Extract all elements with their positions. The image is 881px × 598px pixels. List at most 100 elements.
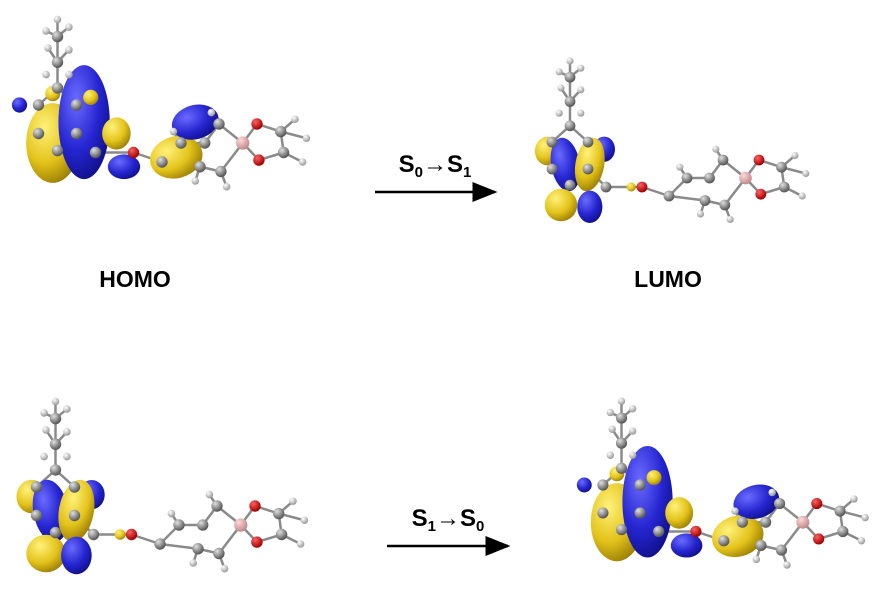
atom — [49, 438, 62, 450]
atom — [546, 136, 558, 148]
atom — [192, 543, 204, 555]
atom — [861, 513, 869, 522]
atom — [49, 412, 62, 425]
atom — [42, 27, 50, 35]
state-index: 0 — [415, 164, 423, 181]
orbital-lobe — [107, 154, 141, 180]
atom — [70, 127, 83, 140]
atom — [606, 408, 615, 417]
atom — [753, 154, 765, 166]
atom — [796, 515, 810, 529]
atom — [837, 525, 849, 538]
atom — [89, 146, 102, 159]
atom — [555, 109, 563, 117]
atom — [191, 177, 200, 185]
orbital-lobe — [665, 497, 694, 529]
atom — [222, 182, 231, 191]
atom — [49, 464, 62, 476]
orbital-lobe — [712, 515, 764, 558]
atom — [65, 46, 73, 54]
atom — [798, 192, 806, 200]
state: S — [412, 505, 428, 532]
atom — [40, 452, 48, 461]
atom — [32, 99, 45, 111]
orbital-lobe — [114, 529, 126, 540]
state-index: 0 — [476, 518, 484, 535]
atom — [811, 498, 823, 510]
atom — [615, 412, 628, 424]
atom — [30, 481, 43, 493]
atom — [215, 165, 227, 178]
atom — [768, 488, 776, 497]
atom — [564, 96, 576, 107]
orbital-lobe — [550, 137, 581, 192]
atom — [211, 500, 223, 512]
atom — [207, 108, 216, 117]
atom — [582, 163, 594, 175]
atom — [68, 509, 81, 522]
atom — [628, 451, 637, 459]
atom — [776, 161, 787, 173]
atom — [690, 525, 702, 538]
atom — [615, 462, 628, 474]
atom — [597, 507, 609, 519]
atom — [577, 64, 585, 72]
atom — [653, 525, 665, 538]
atom — [564, 71, 576, 83]
atom — [154, 538, 166, 550]
atom — [681, 172, 693, 184]
atom — [197, 519, 209, 531]
atom — [63, 428, 71, 436]
atom — [51, 82, 64, 94]
atom — [577, 109, 585, 117]
atom — [719, 199, 731, 211]
atom — [615, 524, 628, 536]
atom — [634, 507, 646, 519]
orbital-lobe — [646, 470, 662, 485]
state-index: 1 — [428, 518, 436, 535]
atom — [731, 507, 739, 515]
atom — [857, 537, 866, 545]
atom — [194, 161, 206, 173]
orbital-lobe — [171, 104, 219, 140]
atom — [834, 505, 846, 517]
atom — [70, 99, 83, 111]
atom — [291, 115, 299, 124]
atom — [205, 490, 214, 499]
atom — [189, 559, 198, 567]
orbital-lobe — [58, 65, 110, 180]
atom — [65, 23, 73, 31]
transition-arrow: → — [423, 151, 447, 178]
orbital-lobe — [576, 477, 592, 493]
atom — [555, 68, 563, 76]
atom — [249, 500, 261, 512]
state: S — [399, 151, 415, 178]
atom — [302, 134, 311, 143]
atom — [736, 516, 748, 528]
bond — [668, 194, 706, 202]
atom — [600, 181, 612, 193]
orbital-lobe — [670, 533, 703, 558]
atom — [199, 137, 211, 149]
state: S — [447, 151, 463, 178]
atom — [628, 427, 637, 435]
atom — [175, 137, 187, 149]
atom — [51, 144, 64, 157]
atom — [774, 498, 786, 510]
atom — [634, 479, 646, 491]
orbital-lobe — [544, 188, 578, 222]
atom — [755, 539, 767, 552]
atom — [251, 118, 263, 130]
transition-label: S1→S0 — [412, 505, 485, 535]
atom — [234, 518, 248, 532]
atom — [760, 516, 772, 528]
atom — [704, 172, 715, 184]
atom — [51, 56, 64, 68]
atom — [127, 146, 140, 159]
orbital-lobe — [11, 97, 28, 113]
atom — [273, 507, 285, 520]
atom — [775, 544, 788, 556]
atom — [169, 127, 178, 136]
atom — [802, 169, 810, 178]
